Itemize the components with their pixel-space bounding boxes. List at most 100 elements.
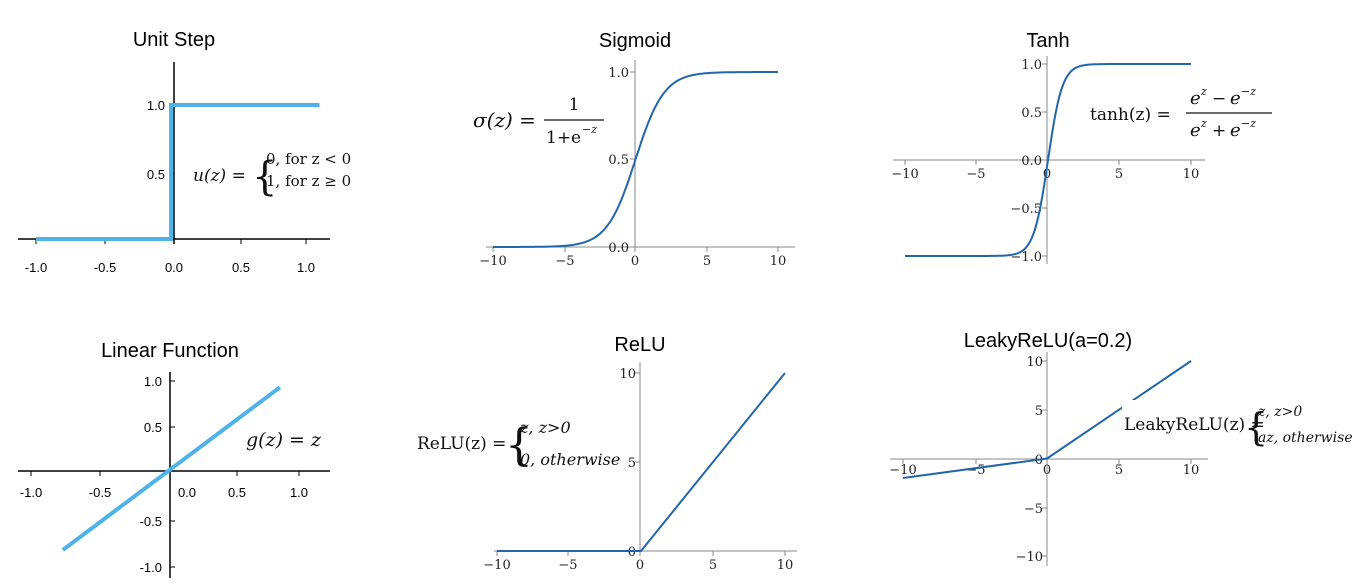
- tick-label: -1.0: [20, 485, 42, 500]
- relu-y-ticks: 10 5 0: [619, 367, 640, 560]
- tick-label: 5: [1115, 463, 1123, 478]
- leaky-relu-formula: LeakyReLU(z) = { z, z>0 az, otherwise: [1122, 400, 1354, 450]
- tick-label: 10: [777, 558, 794, 573]
- tick-label: 10: [770, 254, 787, 269]
- leaky-relu-series-line: [902, 360, 1192, 479]
- tanh-formula: tanh(z) = e z − e −z e z + e −z: [1090, 85, 1272, 141]
- formula-brace: {: [505, 420, 533, 471]
- unit-step-title: Unit Step: [133, 29, 215, 51]
- tick-label: 10: [1026, 355, 1043, 370]
- sigmoid-y-ticks: 1.0 0.5 0.0: [608, 66, 635, 256]
- formula-denominator: 1+e: [546, 128, 581, 148]
- leaky-relu-x-ticks: −10 −5 0 5 10: [889, 459, 1199, 478]
- tick-label: 1.0: [290, 485, 308, 500]
- tick-label: 0.5: [147, 167, 165, 182]
- formula-lhs: u(z) =: [193, 166, 246, 186]
- tick-label: -0.5: [140, 514, 162, 529]
- tick-label: 0: [628, 545, 636, 560]
- tick-label: 0.5: [1021, 106, 1042, 121]
- sigmoid-series-line: [493, 71, 778, 248]
- tick-label: 0: [636, 558, 644, 573]
- svg-text:e: e: [1190, 120, 1201, 141]
- svg-text:−z: −z: [1241, 117, 1256, 130]
- tick-label: −10: [889, 463, 916, 478]
- tick-label: 5: [628, 456, 636, 471]
- sigmoid-formula: σ(z) = 1 1+e −z: [473, 95, 604, 148]
- relu-title: ReLU: [614, 334, 665, 356]
- sigmoid-chart: Sigmoid −10 −5 0 5 10 1.0 0.5 0.0 σ(z) =…: [473, 30, 795, 269]
- tick-label: 0.0: [165, 260, 183, 275]
- tick-label: −10: [483, 558, 510, 573]
- sigmoid-title: Sigmoid: [599, 30, 671, 52]
- tick-label: −5: [1024, 502, 1043, 517]
- tick-label: 0.5: [608, 153, 629, 168]
- tick-label: -0.5: [94, 260, 116, 275]
- formula-numerator: 1: [569, 95, 580, 115]
- tick-label: −10: [891, 167, 918, 182]
- svg-text:z: z: [1200, 85, 1207, 98]
- tick-label: 0.5: [144, 420, 162, 435]
- svg-text:e: e: [1190, 88, 1201, 109]
- tick-label: 0.0: [178, 485, 196, 500]
- tick-label: −5: [966, 167, 985, 182]
- tanh-chart: Tanh −10 −5 0 5 10 1.0 0.5 0.0 −0.5 −1.0…: [891, 30, 1272, 265]
- relu-chart: ReLU −10 −5 0 5 10 10 5 0 ReLU(z) = { z,…: [417, 334, 797, 573]
- tick-label: −5: [555, 254, 574, 269]
- formula-numerator: e z − e −z: [1190, 85, 1256, 109]
- tick-label: −1.0: [1010, 250, 1042, 265]
- tick-label: 5: [1115, 167, 1123, 182]
- unit-step-y-ticks: 1.0 0.5: [147, 98, 174, 182]
- unit-step-series-line: [36, 103, 320, 241]
- tick-label: 5: [709, 558, 717, 573]
- svg-text:+: +: [1212, 121, 1226, 141]
- linear-series-line: [61, 385, 282, 552]
- tanh-series-line: [905, 63, 1191, 257]
- tanh-x-ticks: −10 −5 0 5 10: [891, 160, 1199, 182]
- formula-lhs: LeakyReLU(z) =: [1124, 415, 1265, 435]
- formula-case-1: z, z>0: [1257, 404, 1302, 420]
- unit-step-x-ticks: -1.0 -0.5 0.0 0.5 1.0: [25, 239, 315, 275]
- tick-label: 1.0: [147, 98, 165, 113]
- tick-label: 5: [1035, 404, 1043, 419]
- linear-x-ticks: -1.0 -0.5 0.0 0.5 1.0: [20, 471, 308, 500]
- svg-text:e: e: [1230, 120, 1241, 141]
- tick-label: 5: [703, 254, 711, 269]
- tick-label: 0: [1043, 463, 1051, 478]
- unit-step-formula: u(z) = { 0, for z < 0 1, for z ≥ 0: [193, 150, 351, 200]
- tanh-title: Tanh: [1026, 30, 1069, 52]
- tick-label: 0: [1043, 167, 1051, 182]
- linear-chart: Linear Function -1.0 -0.5 0.0 0.5 1.0 1.…: [18, 340, 330, 578]
- tick-label: 10: [619, 367, 636, 382]
- relu-series-line: [497, 372, 786, 552]
- tick-label: -1.0: [140, 560, 162, 575]
- formula-exponent: −z: [582, 123, 597, 136]
- tick-label: 0.0: [1021, 154, 1042, 169]
- tick-label: 1.0: [608, 66, 629, 81]
- formula-brace: {: [1244, 405, 1268, 449]
- tick-label: 10: [1183, 167, 1200, 182]
- svg-text:e: e: [1230, 88, 1241, 109]
- relu-formula: ReLU(z) = { z, z>0 0, otherwise: [417, 418, 620, 471]
- linear-formula: g(z) = z: [246, 429, 322, 451]
- leaky-relu-title: LeakyReLU(a=0.2): [964, 330, 1132, 352]
- tick-label: 1.0: [1021, 58, 1042, 73]
- tick-label: 1.0: [144, 374, 162, 389]
- formula-brace: {: [252, 154, 277, 200]
- sigmoid-x-ticks: −10 −5 0 5 10: [479, 247, 786, 269]
- tick-label: 0.0: [608, 241, 629, 256]
- tick-label: −5: [558, 558, 577, 573]
- tick-label: 0: [631, 254, 639, 269]
- tick-label: 10: [1183, 463, 1200, 478]
- tick-label: 1.0: [297, 260, 315, 275]
- svg-text:−z: −z: [1241, 85, 1256, 98]
- formula-case-1: 0, for z < 0: [266, 150, 351, 168]
- formula-case-2: 0, otherwise: [520, 450, 620, 469]
- formula-case-1: z, z>0: [519, 418, 571, 437]
- tick-label: -0.5: [89, 485, 111, 500]
- formula-lhs: σ(z) =: [473, 108, 536, 132]
- svg-text:−: −: [1212, 89, 1226, 109]
- tick-label: 0.5: [232, 260, 250, 275]
- leaky-relu-y-ticks: 10 5 0 −5 −10: [1016, 355, 1047, 565]
- tick-label: 0.5: [228, 485, 246, 500]
